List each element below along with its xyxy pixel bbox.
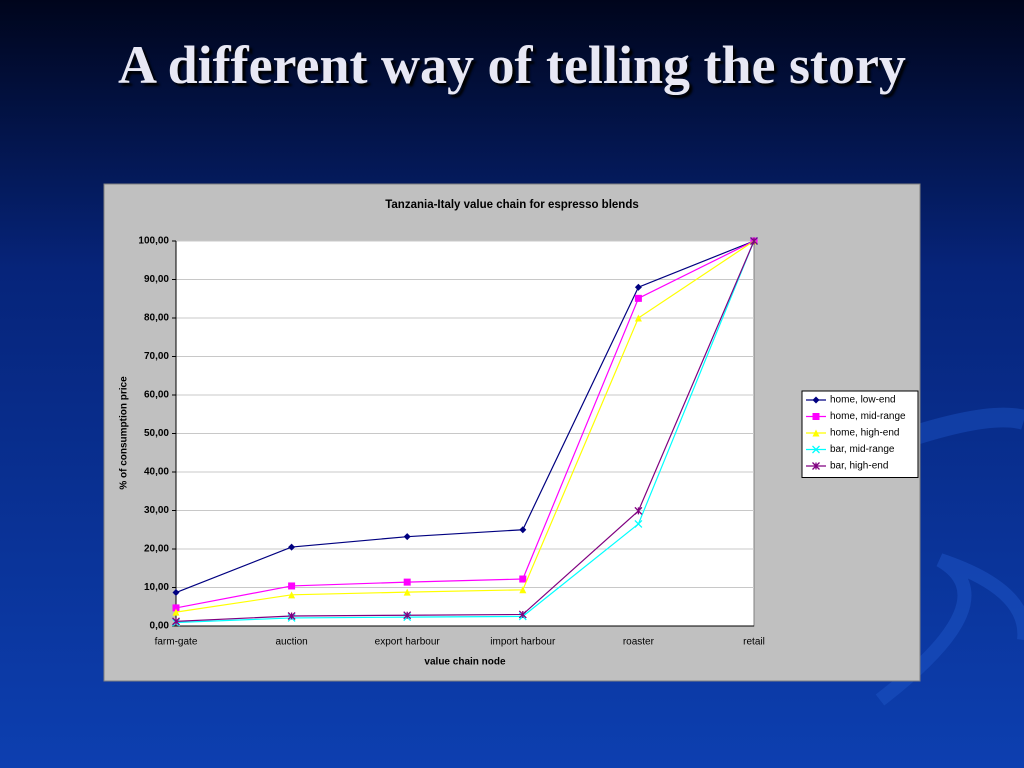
marker	[812, 445, 820, 454]
chart: Tanzania-Italy value chain for espresso …	[119, 199, 919, 668]
y-tick-label: 40,00	[144, 467, 169, 478]
y-tick-label: 0,00	[150, 621, 170, 632]
marker	[172, 608, 180, 616]
y-tick-label: 50,00	[144, 428, 169, 439]
marker	[288, 591, 296, 599]
legend-label: home, low-end	[830, 395, 896, 406]
marker	[812, 462, 820, 470]
y-tick-label: 30,00	[144, 505, 169, 516]
marker	[403, 533, 411, 541]
marker	[287, 612, 296, 620]
marker	[634, 520, 643, 528]
y-tick-label: 90,00	[144, 274, 169, 285]
series-line	[175, 240, 755, 609]
marker	[812, 429, 820, 437]
marker	[172, 617, 180, 626]
x-tick-label: import harbour	[490, 637, 556, 648]
marker	[634, 283, 642, 291]
y-tick-label: 60,00	[144, 390, 169, 401]
y-tick-label: 70,00	[144, 351, 169, 362]
y-tick-label: 20,00	[144, 544, 169, 555]
series-line	[175, 240, 755, 594]
marker	[403, 611, 412, 620]
marker	[519, 526, 527, 534]
series-line	[175, 240, 755, 613]
marker	[288, 543, 296, 551]
x-tick-label: auction	[275, 637, 307, 648]
marker	[634, 506, 643, 515]
legend-label: home, high-end	[830, 428, 900, 439]
marker	[172, 604, 180, 612]
legend-label: home, mid-range	[830, 411, 906, 422]
x-axis-label: value chain node	[424, 657, 506, 668]
marker	[519, 586, 527, 594]
legend-label: bar, mid-range	[830, 444, 895, 455]
marker	[518, 610, 527, 619]
y-tick-label: 10,00	[144, 582, 169, 593]
marker	[403, 588, 411, 596]
marker	[634, 294, 642, 302]
legend-label: bar, high-end	[830, 461, 888, 472]
marker	[812, 413, 820, 420]
chart-title: Tanzania-Italy value chain for espresso …	[385, 199, 639, 211]
series-line	[175, 240, 755, 622]
x-tick-label: retail	[743, 637, 765, 648]
series-line	[175, 240, 755, 624]
marker	[812, 396, 820, 404]
decoration	[875, 553, 1024, 706]
marker	[634, 314, 642, 322]
x-tick-label: roaster	[623, 637, 655, 648]
marker	[403, 578, 411, 586]
x-tick-label: export harbour	[375, 637, 441, 648]
slide-title: A different way of telling the story	[118, 35, 906, 95]
legend	[801, 390, 919, 478]
marker	[172, 589, 180, 597]
y-tick-label: 100,00	[138, 236, 169, 247]
marker	[750, 237, 758, 245]
x-tick-label: farm-gate	[155, 637, 198, 648]
y-tick-label: 80,00	[144, 313, 169, 324]
y-axis-label: % of consumption price	[119, 376, 130, 490]
marker	[288, 582, 296, 590]
marker	[519, 575, 527, 583]
